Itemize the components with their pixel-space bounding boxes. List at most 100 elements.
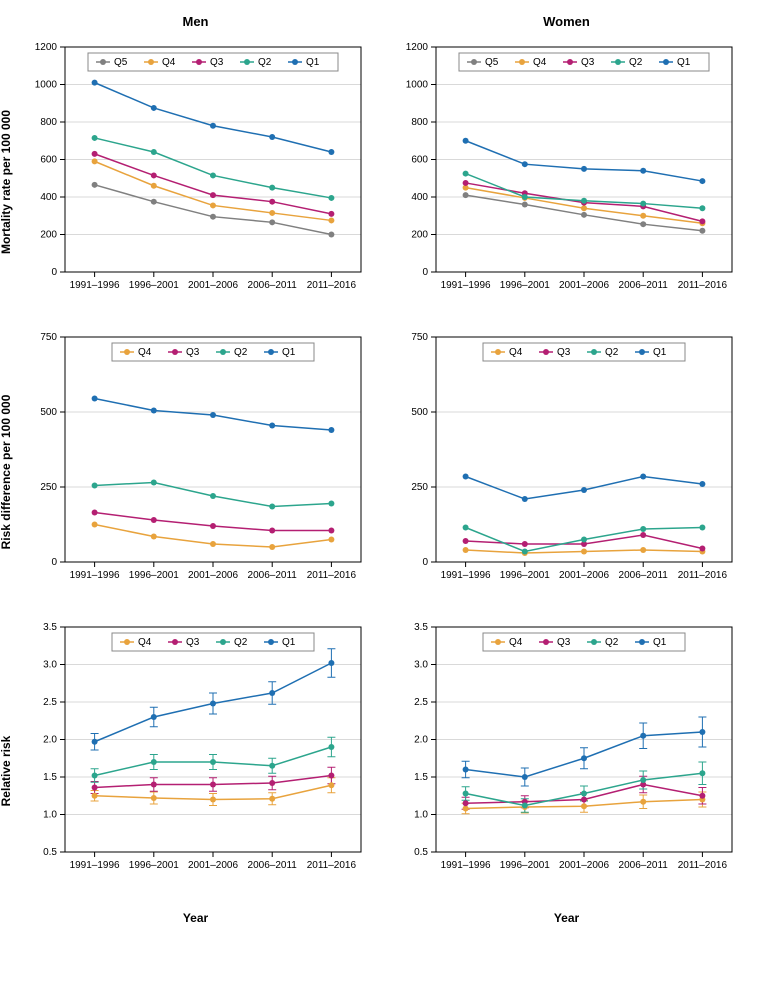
series-marker-Q1: [463, 474, 469, 480]
series-marker-Q2: [151, 759, 157, 765]
series-marker-Q3: [463, 800, 469, 806]
series-marker-Q4: [581, 205, 587, 211]
series-marker-Q2: [269, 504, 275, 510]
svg-text:1996–2001: 1996–2001: [500, 570, 550, 581]
series-marker-Q1: [92, 739, 98, 745]
svg-text:2.5: 2.5: [43, 697, 57, 708]
series-marker-Q2: [328, 501, 334, 507]
series-marker-Q1: [581, 166, 587, 172]
series-marker-Q5: [522, 202, 528, 208]
series-marker-Q4: [210, 202, 216, 208]
svg-text:1991–1996: 1991–1996: [441, 860, 491, 871]
svg-text:0: 0: [51, 267, 57, 278]
series-marker-Q2: [581, 198, 587, 204]
series-marker-Q1: [328, 427, 334, 433]
series-marker-Q3: [92, 785, 98, 791]
svg-text:2001–2006: 2001–2006: [559, 860, 609, 871]
series-marker-Q4: [92, 793, 98, 799]
series-marker-Q5: [699, 228, 705, 234]
series-marker-Q2: [210, 493, 216, 499]
series-marker-Q2: [640, 526, 646, 532]
series-marker-Q1: [522, 496, 528, 502]
svg-text:750: 750: [40, 332, 57, 343]
series-marker-Q1: [699, 729, 705, 735]
series-marker-Q3: [640, 532, 646, 538]
legend-label-Q1: Q1: [306, 57, 320, 68]
svg-text:400: 400: [40, 192, 57, 203]
svg-text:3.0: 3.0: [43, 660, 57, 671]
series-marker-Q1: [328, 149, 334, 155]
series-marker-Q2: [210, 172, 216, 178]
series-marker-Q2: [640, 201, 646, 207]
series-marker-Q2: [522, 549, 528, 555]
series-marker-Q2: [92, 773, 98, 779]
series-marker-Q3: [463, 180, 469, 186]
series-marker-Q4: [269, 210, 275, 216]
series-marker-Q4: [210, 797, 216, 803]
series-marker-Q3: [151, 172, 157, 178]
panel-r1-c1: 02505007501991–19961996–20012001–2006200…: [381, 327, 752, 617]
series-marker-Q1: [328, 660, 334, 666]
svg-text:0.5: 0.5: [43, 847, 57, 858]
svg-text:600: 600: [40, 155, 57, 166]
legend-label-Q2: Q2: [605, 637, 619, 648]
svg-text:200: 200: [40, 230, 57, 241]
panel-r1-c0: Risk difference per 100 0000250500750199…: [10, 327, 381, 617]
series-marker-Q1: [151, 105, 157, 111]
series-marker-Q5: [328, 232, 334, 238]
series-marker-Q3: [151, 782, 157, 788]
x-axis-label: Year: [381, 907, 752, 925]
series-marker-Q4: [151, 795, 157, 801]
svg-text:1996–2001: 1996–2001: [500, 280, 550, 291]
svg-text:0: 0: [51, 557, 57, 568]
series-line-Q4: [95, 161, 332, 220]
series-marker-Q5: [269, 219, 275, 225]
series-marker-Q3: [210, 782, 216, 788]
svg-text:1000: 1000: [406, 80, 429, 91]
series-marker-Q3: [699, 546, 705, 552]
series-line-Q1: [95, 83, 332, 152]
series-marker-Q3: [328, 211, 334, 217]
series-marker-Q3: [522, 541, 528, 547]
series-marker-Q1: [210, 701, 216, 707]
legend-label-Q3: Q3: [186, 347, 200, 358]
svg-text:2011–2016: 2011–2016: [307, 280, 357, 291]
svg-text:2006–2011: 2006–2011: [619, 570, 669, 581]
svg-text:1991–1996: 1991–1996: [441, 570, 491, 581]
svg-text:1000: 1000: [35, 80, 58, 91]
legend-label-Q1: Q1: [282, 347, 296, 358]
svg-text:2006–2011: 2006–2011: [248, 280, 298, 291]
series-marker-Q3: [210, 192, 216, 198]
legend-label-Q5: Q5: [485, 57, 499, 68]
series-marker-Q2: [328, 195, 334, 201]
series-marker-Q1: [581, 755, 587, 761]
series-marker-Q1: [463, 138, 469, 144]
series-marker-Q1: [699, 178, 705, 184]
legend-label-Q1: Q1: [282, 637, 296, 648]
series-marker-Q1: [269, 423, 275, 429]
series-marker-Q3: [699, 793, 705, 799]
series-marker-Q5: [581, 212, 587, 218]
series-marker-Q2: [463, 525, 469, 531]
col-title-women: Women: [381, 10, 752, 37]
legend-label-Q1: Q1: [653, 347, 667, 358]
svg-text:3.5: 3.5: [414, 622, 428, 633]
svg-text:250: 250: [411, 482, 428, 493]
panel-r2-c0: Relative risk0.51.01.52.02.53.03.51991–1…: [10, 617, 381, 925]
series-marker-Q1: [581, 487, 587, 493]
series-marker-Q1: [151, 714, 157, 720]
series-marker-Q1: [699, 481, 705, 487]
series-marker-Q2: [522, 803, 528, 809]
svg-text:2006–2011: 2006–2011: [248, 570, 298, 581]
svg-text:2001–2006: 2001–2006: [188, 570, 238, 581]
panel-r0-c1: 0200400600800100012001991–19961996–20012…: [381, 37, 752, 327]
series-marker-Q3: [328, 528, 334, 534]
series-marker-Q2: [210, 759, 216, 765]
svg-text:0: 0: [422, 267, 428, 278]
legend-label-Q4: Q4: [138, 347, 152, 358]
legend-label-Q1: Q1: [653, 637, 667, 648]
series-marker-Q5: [92, 182, 98, 188]
series-marker-Q3: [269, 528, 275, 534]
series-marker-Q2: [151, 480, 157, 486]
series-marker-Q4: [269, 544, 275, 550]
